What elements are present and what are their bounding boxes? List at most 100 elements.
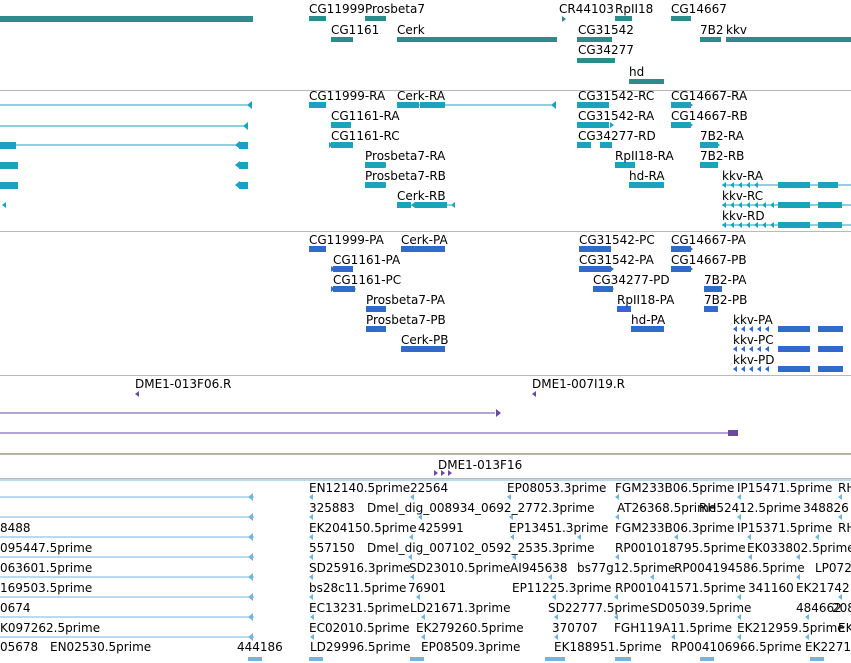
strand-arrow-icon[interactable] — [562, 16, 566, 22]
protein-label[interactable]: CG14667-PA — [671, 233, 746, 247]
strand-arrow-icon[interactable] — [551, 101, 556, 109]
strand-arrow-icon[interactable] — [629, 182, 633, 188]
strand-arrow-icon[interactable] — [243, 122, 248, 130]
strand-arrow-icon[interactable] — [309, 594, 313, 600]
strand-arrow-icon[interactable] — [737, 494, 741, 500]
strand-arrow-icon[interactable] — [615, 514, 619, 520]
est-label[interactable]: 325883 — [309, 501, 355, 515]
strand-arrow-icon[interactable] — [722, 222, 726, 228]
feature-block[interactable] — [0, 182, 18, 189]
est-label[interactable]: RH — [838, 521, 851, 535]
strand-arrow-icon[interactable] — [338, 286, 342, 292]
feature-block[interactable] — [333, 266, 353, 272]
strand-arrow-icon[interactable] — [552, 594, 556, 600]
strand-arrow-icon[interactable] — [405, 202, 409, 208]
est-label[interactable]: 348826 — [803, 501, 849, 515]
strand-arrow-icon[interactable] — [310, 634, 314, 640]
est-label[interactable]: 557150 — [309, 541, 355, 555]
est-label[interactable]: EK2271 — [805, 640, 851, 654]
feature-block[interactable] — [818, 346, 843, 352]
protein-label[interactable]: Prosbeta7-PA — [366, 293, 445, 307]
strand-arrow-icon[interactable] — [507, 494, 511, 500]
feature-block[interactable] — [579, 246, 611, 252]
strand-arrow-icon[interactable] — [410, 494, 414, 500]
est-label[interactable]: 341160 — [748, 581, 794, 595]
strand-arrow-icon[interactable] — [770, 222, 774, 228]
strand-arrow-icon[interactable] — [746, 182, 750, 188]
est-label[interactable]: SD05039.5prime — [650, 601, 752, 615]
est-label[interactable]: FGM233B06.3prime — [615, 521, 735, 535]
strand-arrow-icon[interactable] — [757, 326, 761, 332]
est-label[interactable]: EK033802.5prime — [747, 541, 851, 555]
strand-arrow-icon[interactable] — [796, 574, 800, 580]
protein-label[interactable]: Cerk-PB — [401, 333, 449, 347]
est-label[interactable]: FGM233B06.5prime — [615, 481, 735, 495]
est-label[interactable]: RP001018795.5prime — [615, 541, 746, 555]
protein-label[interactable]: RpII18-PA — [617, 293, 675, 307]
strand-arrow-icon[interactable] — [410, 574, 414, 580]
strand-arrow-icon[interactable] — [748, 554, 752, 560]
transcript-label[interactable]: Cerk-RA — [397, 89, 446, 103]
strand-arrow-icon[interactable] — [722, 202, 726, 208]
strand-arrow-icon[interactable] — [352, 286, 356, 292]
strand-arrow-icon[interactable] — [815, 534, 819, 540]
gene-label[interactable]: Prosbeta7 — [365, 2, 425, 16]
strand-arrow-icon[interactable] — [309, 102, 313, 108]
protein-label[interactable]: hd-PA — [631, 313, 666, 327]
strand-arrow-icon[interactable] — [689, 122, 693, 128]
feature-block[interactable] — [818, 202, 842, 208]
est-label[interactable]: AI945638 — [510, 561, 568, 575]
est-label[interactable]: 8488 — [0, 521, 31, 535]
gene-block[interactable] — [365, 16, 386, 21]
strand-arrow-icon[interactable] — [614, 614, 618, 620]
strand-arrow-icon[interactable] — [737, 614, 741, 620]
feature-block[interactable] — [778, 326, 810, 332]
strand-arrow-icon[interactable] — [329, 142, 333, 148]
strand-arrow-icon[interactable] — [345, 266, 349, 272]
clone-block[interactable] — [728, 430, 738, 436]
feature-block[interactable] — [778, 182, 810, 188]
strand-arrow-icon[interactable] — [737, 634, 741, 640]
strand-arrow-icon[interactable] — [718, 286, 722, 292]
est-label[interactable]: IP15371.5prime — [737, 521, 833, 535]
strand-arrow-icon[interactable] — [554, 634, 558, 640]
feature-block[interactable] — [704, 286, 722, 292]
feature-block[interactable] — [818, 326, 843, 332]
strand-arrow-icon[interactable] — [496, 409, 501, 417]
est-label[interactable]: EK279260.5prime — [416, 621, 524, 635]
strand-arrow-icon[interactable] — [417, 346, 421, 352]
strand-arrow-icon[interactable] — [747, 534, 751, 540]
strand-arrow-icon[interactable] — [754, 222, 758, 228]
strand-arrow-icon[interactable] — [248, 633, 253, 641]
est-label[interactable]: RP004106966.5prime — [671, 640, 802, 654]
strand-arrow-icon[interactable] — [337, 142, 341, 148]
est-label[interactable]: 22564 — [410, 481, 449, 495]
strand-arrow-icon[interactable] — [838, 494, 842, 500]
est-label[interactable]: bs77g12.5prime — [577, 561, 676, 575]
strand-arrow-icon[interactable] — [248, 553, 253, 561]
strand-arrow-icon[interactable] — [235, 181, 240, 189]
protein-label[interactable]: CG31542-PC — [579, 233, 655, 247]
transcript-label[interactable]: CG31542-RC — [578, 89, 655, 103]
strand-arrow-icon[interactable] — [738, 222, 742, 228]
transcript-label[interactable]: kkv-RD — [722, 209, 765, 223]
strand-arrow-icon[interactable] — [309, 554, 313, 560]
transcript-label[interactable]: Cerk-RB — [397, 189, 446, 203]
strand-arrow-icon[interactable] — [650, 574, 654, 580]
strand-arrow-icon[interactable] — [309, 514, 313, 520]
strand-arrow-icon[interactable] — [610, 286, 614, 292]
strand-arrow-icon[interactable] — [738, 182, 742, 188]
strand-arrow-icon[interactable] — [375, 326, 379, 332]
clone-label[interactable]: DME1-013F16 — [438, 458, 523, 472]
strand-arrow-icon[interactable] — [310, 614, 314, 620]
strand-arrow-icon[interactable] — [722, 182, 726, 188]
strand-arrow-icon[interactable] — [345, 286, 349, 292]
feature-block[interactable] — [239, 162, 248, 169]
strand-arrow-icon[interactable] — [754, 182, 758, 188]
protein-label[interactable]: kkv-PD — [733, 353, 775, 367]
strand-arrow-icon[interactable] — [248, 613, 253, 621]
est-label[interactable]: 0674 — [0, 601, 31, 615]
strand-arrow-icon[interactable] — [309, 494, 313, 500]
strand-arrow-icon[interactable] — [749, 366, 753, 372]
est-label[interactable]: LP072 — [815, 561, 851, 575]
